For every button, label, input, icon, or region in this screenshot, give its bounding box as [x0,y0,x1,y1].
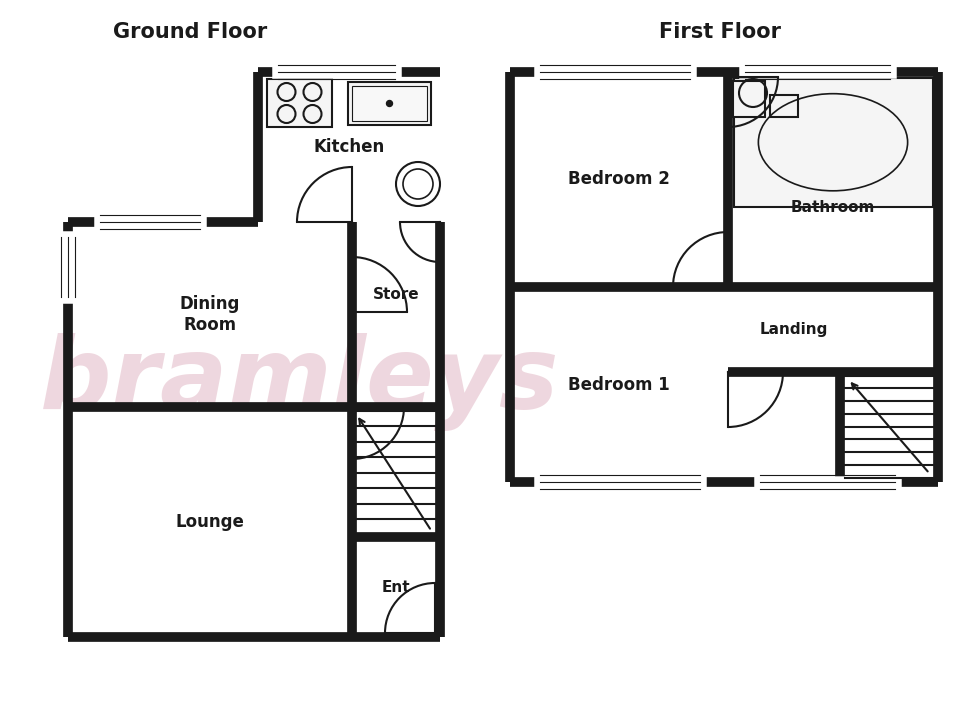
Text: Bathroom: Bathroom [791,199,875,214]
Bar [267,79,332,127]
Bar [770,95,798,117]
Text: Landing: Landing [760,322,828,337]
Bar [352,86,427,121]
Text: Store: Store [372,287,419,302]
Text: Ground Floor: Ground Floor [113,22,268,42]
Text: Dining
Room: Dining Room [179,295,240,334]
Text: bramleys: bramleys [40,333,560,431]
Text: Kitchen: Kitchen [314,138,384,156]
Text: First Floor: First Floor [659,22,781,42]
Bar [348,82,431,125]
Circle shape [386,100,393,107]
Text: Lounge: Lounge [175,513,244,531]
Bar [732,81,764,117]
Text: Bedroom 2: Bedroom 2 [568,170,670,189]
Bar [733,78,933,207]
Text: Bedroom 1: Bedroom 1 [568,375,670,394]
Text: Ent: Ent [381,580,411,595]
